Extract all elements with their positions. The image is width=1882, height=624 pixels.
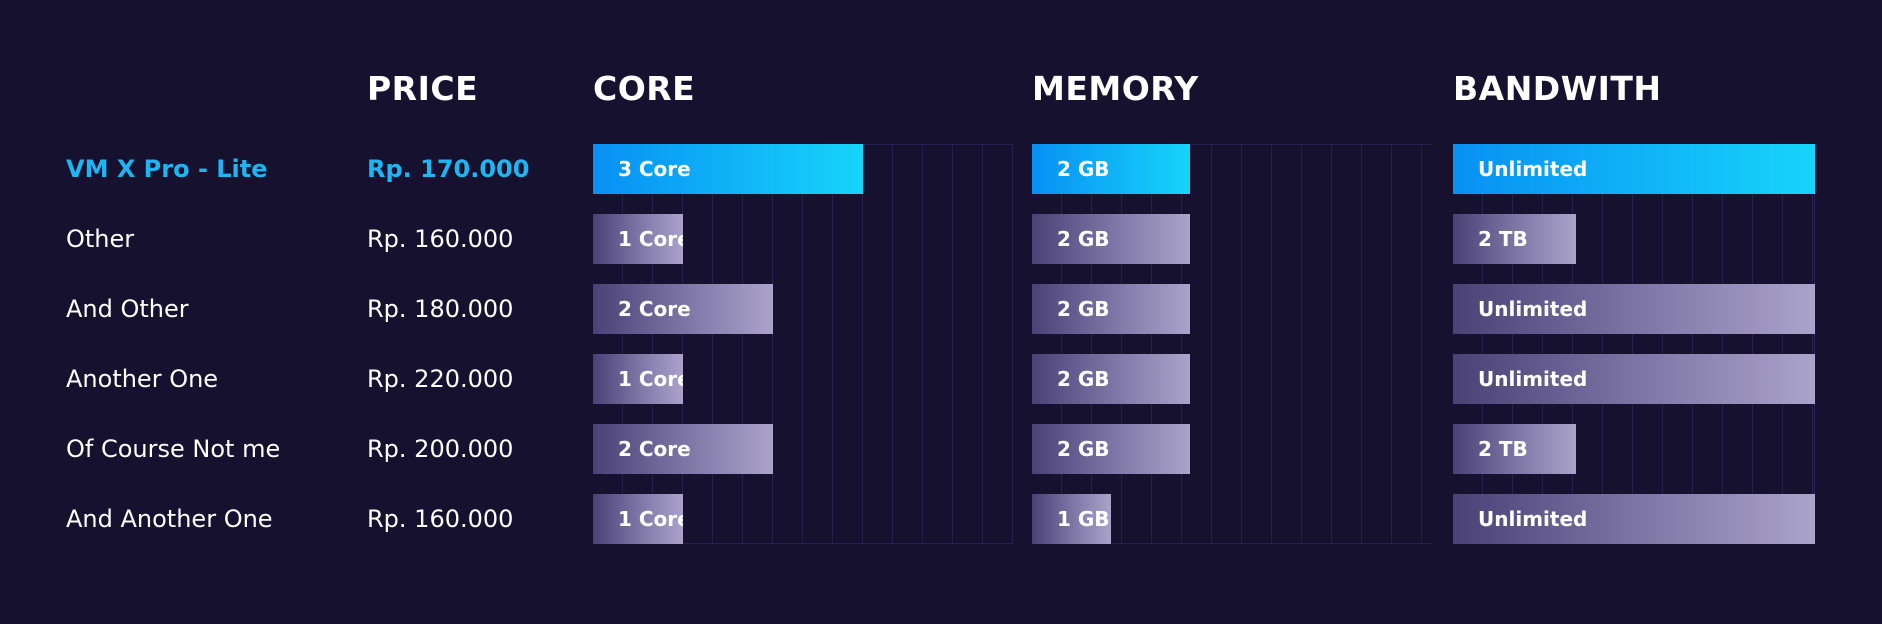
memory-bar: 1 GB bbox=[1032, 494, 1111, 544]
core-bar: 2 Core bbox=[593, 424, 773, 474]
memory-column-header: MEMORY bbox=[1032, 69, 1199, 108]
plan-name: And Another One bbox=[66, 505, 273, 533]
bandwidth-bar-label: Unlimited bbox=[1478, 157, 1588, 181]
core-bar-label: 1 Core bbox=[618, 227, 683, 251]
plan-price: Rp. 160.000 bbox=[367, 225, 514, 253]
memory-bar-label: 2 GB bbox=[1057, 227, 1110, 251]
bandwidth-bar-label: Unlimited bbox=[1478, 297, 1588, 321]
core-column-header: CORE bbox=[593, 69, 696, 108]
core-bar: 1 Core bbox=[593, 354, 683, 404]
memory-bar: 2 GB bbox=[1032, 354, 1190, 404]
plan-price: Rp. 170.000 bbox=[367, 155, 530, 183]
bandwidth-bar-label: 2 TB bbox=[1478, 437, 1528, 461]
plan-name: Of Course Not me bbox=[66, 435, 281, 463]
memory-bar-label: 2 GB bbox=[1057, 367, 1110, 391]
bandwidth-bar-label: Unlimited bbox=[1478, 367, 1588, 391]
memory-grid bbox=[1032, 144, 1432, 544]
memory-bar-label: 2 GB bbox=[1057, 157, 1110, 181]
memory-bar: 2 GB bbox=[1032, 214, 1190, 264]
plan-name: And Other bbox=[66, 295, 189, 323]
plan-price: Rp. 200.000 bbox=[367, 435, 514, 463]
plan-name: VM X Pro - Lite bbox=[66, 155, 268, 183]
bandwidth-bar: 2 TB bbox=[1453, 424, 1576, 474]
core-grid bbox=[593, 144, 1013, 544]
core-bar: 3 Core bbox=[593, 144, 863, 194]
bandwidth-bar: Unlimited bbox=[1453, 144, 1815, 194]
plan-name: Other bbox=[66, 225, 135, 253]
memory-bar: 2 GB bbox=[1032, 284, 1190, 334]
memory-bar-label: 1 GB bbox=[1057, 507, 1110, 531]
plan-name: Another One bbox=[66, 365, 219, 393]
bandwidth-column-header: BANDWITH bbox=[1453, 69, 1662, 108]
bandwidth-grid bbox=[1453, 144, 1815, 544]
core-bar: 2 Core bbox=[593, 284, 773, 334]
core-bar-label: 1 Core bbox=[618, 507, 683, 531]
core-bar-label: 1 Core bbox=[618, 367, 683, 391]
core-bar: 1 Core bbox=[593, 214, 683, 264]
core-bar-label: 2 Core bbox=[618, 297, 691, 321]
core-bar-label: 2 Core bbox=[618, 437, 691, 461]
bandwidth-bar: 2 TB bbox=[1453, 214, 1576, 264]
bandwidth-bar: Unlimited bbox=[1453, 354, 1815, 404]
core-bar-label: 3 Core bbox=[618, 157, 691, 181]
memory-bar: 2 GB bbox=[1032, 424, 1190, 474]
memory-bar-label: 2 GB bbox=[1057, 297, 1110, 321]
price-column-header: PRICE bbox=[367, 69, 479, 108]
plan-price: Rp. 220.000 bbox=[367, 365, 514, 393]
plan-price: Rp. 180.000 bbox=[367, 295, 514, 323]
bandwidth-bar: Unlimited bbox=[1453, 284, 1815, 334]
plan-price: Rp. 160.000 bbox=[367, 505, 514, 533]
bandwidth-bar-label: 2 TB bbox=[1478, 227, 1528, 251]
memory-bar-label: 2 GB bbox=[1057, 437, 1110, 461]
core-bar: 1 Core bbox=[593, 494, 683, 544]
bandwidth-bar: Unlimited bbox=[1453, 494, 1815, 544]
bandwidth-bar-label: Unlimited bbox=[1478, 507, 1588, 531]
memory-bar: 2 GB bbox=[1032, 144, 1190, 194]
